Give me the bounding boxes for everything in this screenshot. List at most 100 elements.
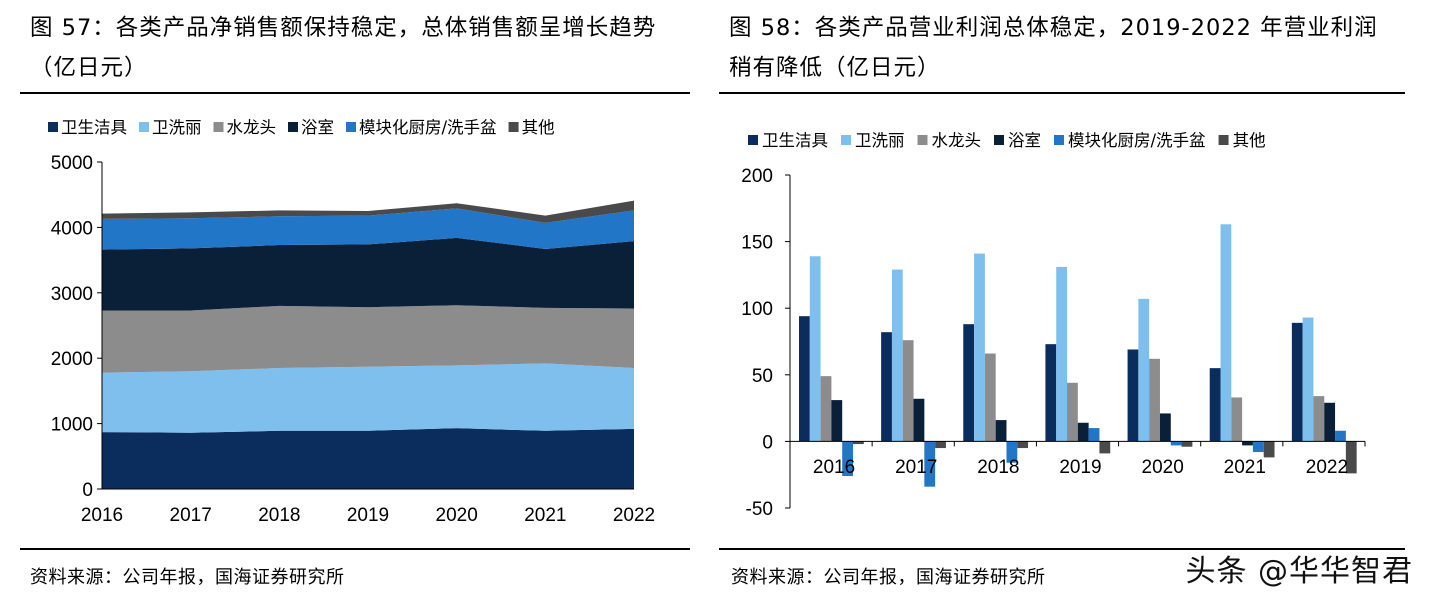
bar-2022-其他: [1345, 441, 1357, 474]
right-chart-panel: 图 58：各类产品营业利润总体稳定，2019-2022 年营业利润稍有降低（亿日…: [719, 0, 1409, 601]
legend-swatch-卫洗丽: [139, 122, 149, 132]
bar-2017-水龙头: [902, 340, 914, 442]
chart58-title: 图 58：各类产品营业利润总体稳定，2019-2022 年营业利润稍有降低（亿日…: [729, 15, 1378, 81]
x-tick-label: 2017: [170, 505, 212, 526]
left-chart-panel: 图 57：各类产品净销售额保持稳定，总体销售额呈增长趋势（亿日元） 资料来源：公…: [20, 0, 692, 601]
y-tick-label: 200: [741, 166, 773, 187]
legend-label-浴室: 浴室: [1008, 131, 1041, 150]
bar-2017-浴室: [913, 398, 925, 442]
bar-2016-浴室: [831, 400, 843, 442]
y-tick-label: 150: [741, 233, 773, 254]
area-水龙头: [102, 305, 634, 373]
area-卫生洁具: [102, 428, 634, 489]
bar-2016-卫生洁具: [799, 316, 810, 442]
legend-label-卫生洁具: 卫生洁具: [61, 118, 127, 137]
y-tick-label: 0: [82, 480, 93, 501]
x-tick-label: 2021: [524, 505, 566, 526]
chart58-top-rule: [719, 92, 1405, 94]
x-tick-label: 2021: [1224, 457, 1266, 478]
bar-2021-卫生洁具: [1209, 368, 1221, 442]
y-tick-label: -50: [746, 499, 773, 520]
bar-2017-卫洗丽: [891, 269, 903, 442]
bar-2018-卫生洁具: [963, 324, 975, 442]
bar-2017-卫生洁具: [881, 332, 892, 442]
legend-swatch-模块化厨房-洗手盆: [346, 122, 356, 132]
x-tick-label: 2016: [813, 457, 855, 478]
chart57-source: 资料来源：公司年报，国海证券研究所: [30, 567, 345, 588]
y-tick-label: 100: [741, 299, 773, 320]
bar-2020-水龙头: [1149, 358, 1160, 442]
bar-2017-其他: [935, 441, 946, 449]
area-模块化厨房-洗手盆: [102, 208, 634, 250]
x-tick-label: 2020: [1142, 457, 1184, 478]
legend-label-其他: 其他: [522, 118, 555, 137]
area-浴室: [102, 237, 634, 311]
x-tick-label: 2022: [1306, 457, 1348, 478]
legend-label-卫洗丽: 卫洗丽: [855, 131, 905, 150]
bar-2019-水龙头: [1067, 382, 1078, 442]
chart58-source: 资料来源：公司年报，国海证券研究所: [731, 567, 1046, 588]
chart57-bottom-rule: [20, 548, 690, 550]
legend-label-模块化厨房-洗手盆: 模块化厨房/洗手盆: [359, 118, 497, 137]
bar-2019-浴室: [1077, 422, 1089, 442]
x-tick-label: 2016: [81, 505, 123, 526]
legend-label-水龙头: 水龙头: [932, 131, 982, 150]
bar-2018-浴室: [995, 420, 1007, 442]
bar-2022-卫洗丽: [1302, 317, 1314, 442]
chart57-title: 图 57：各类产品净销售额保持稳定，总体销售额呈增长趋势（亿日元）: [30, 15, 657, 81]
bar-2021-水龙头: [1231, 397, 1243, 442]
bar-2016-模块化厨房-洗手盆: [842, 441, 853, 477]
legend-swatch-卫生洁具: [748, 135, 758, 145]
x-tick-label: 2018: [258, 505, 300, 526]
bar-2016-卫洗丽: [809, 256, 821, 442]
area-卫洗丽: [102, 363, 634, 433]
legend-swatch-卫洗丽: [841, 135, 851, 145]
x-tick-label: 2018: [977, 457, 1019, 478]
x-tick-label: 2022: [613, 505, 655, 526]
bar-2016-水龙头: [820, 376, 832, 442]
bar-2018-卫洗丽: [974, 253, 985, 442]
bar-2021-模块化厨房-洗手盆: [1252, 441, 1264, 453]
bar-2018-模块化厨房-洗手盆: [1006, 441, 1018, 463]
bar-2020-模块化厨房-洗手盆: [1170, 441, 1182, 446]
legend-label-卫生洁具: 卫生洁具: [762, 131, 828, 150]
x-tick-label: 2019: [1059, 457, 1101, 478]
y-tick-label: 1000: [51, 415, 93, 436]
bar-2022-水龙头: [1313, 396, 1325, 442]
legend-swatch-模块化厨房-洗手盆: [1054, 135, 1064, 145]
x-tick-label: 2019: [347, 505, 389, 526]
bar-2022-卫生洁具: [1291, 322, 1303, 442]
bar-2020-其他: [1181, 441, 1193, 447]
bar-2018-水龙头: [984, 353, 996, 442]
y-tick-label: 2000: [51, 349, 93, 370]
legend-label-浴室: 浴室: [301, 118, 334, 137]
area-其他: [102, 200, 634, 223]
bar-2019-卫洗丽: [1056, 266, 1068, 442]
chart58-bottom-rule: [719, 548, 1405, 550]
legend-label-模块化厨房-洗手盆: 模块化厨房/洗手盆: [1068, 131, 1206, 150]
bar-2021-其他: [1263, 441, 1275, 458]
watermark-text: 头条 @华华智君: [1185, 554, 1413, 589]
bar-2022-浴室: [1324, 402, 1336, 442]
bar-2022-模块化厨房-洗手盆: [1335, 430, 1346, 442]
legend-label-其他: 其他: [1233, 131, 1266, 150]
legend-swatch-浴室: [994, 135, 1004, 145]
y-tick-label: 0: [762, 432, 773, 453]
bar-2016-其他: [853, 441, 864, 445]
bar-2020-卫生洁具: [1127, 349, 1139, 442]
y-tick-label: 3000: [51, 284, 93, 305]
bar-2021-浴室: [1242, 441, 1253, 446]
legend-swatch-水龙头: [917, 135, 928, 145]
bar-2018-其他: [1017, 441, 1029, 449]
x-tick-label: 2017: [895, 457, 937, 478]
legend-swatch-其他: [1218, 135, 1229, 145]
bar-2019-卫生洁具: [1045, 344, 1057, 442]
bar-2019-模块化厨房-洗手盆: [1088, 428, 1100, 442]
bar-2020-浴室: [1159, 413, 1171, 442]
y-tick-label: 4000: [51, 218, 93, 239]
bar-2021-卫洗丽: [1220, 224, 1232, 442]
legend-swatch-水龙头: [213, 122, 224, 132]
bar-2020-卫洗丽: [1138, 298, 1150, 442]
